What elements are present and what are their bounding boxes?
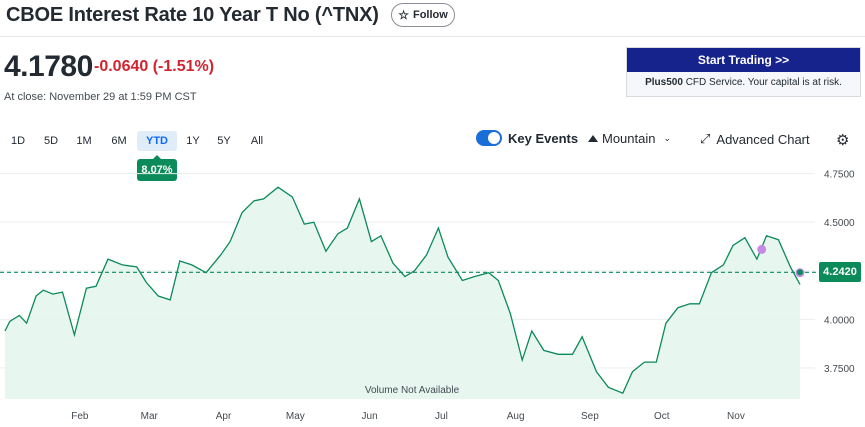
- chevron-down-icon: ⌄: [663, 133, 672, 143]
- x-tick-label: May: [286, 411, 305, 422]
- event-markers: [757, 244, 805, 278]
- price-change: -0.0640 (-1.51%): [94, 58, 215, 75]
- ad-brand: Plus500: [645, 77, 683, 88]
- x-tick-label: Aug: [507, 411, 525, 422]
- key-events-label: Key Events: [508, 131, 579, 146]
- range-tab-1y[interactable]: 1Y: [186, 135, 200, 147]
- x-axis-ticks: Feb Mar Apr May Jun Jul Aug Sep Oct Nov: [71, 411, 745, 422]
- range-tab-ytd[interactable]: YTD: [137, 131, 177, 151]
- start-trading-button[interactable]: Start Trading >>: [627, 48, 860, 72]
- range-tab-5d[interactable]: 5D: [43, 135, 59, 147]
- ad-banner[interactable]: Start Trading >> Plus500 CFD Service. Yo…: [626, 47, 861, 97]
- x-tick-label: Jun: [362, 411, 378, 422]
- y-tick-label: 3.7500: [824, 364, 855, 375]
- x-tick-label: Nov: [727, 411, 745, 422]
- header-divider: [0, 36, 865, 37]
- gear-icon[interactable]: ⚙: [836, 132, 850, 149]
- x-tick-label: Mar: [141, 411, 159, 422]
- y-tick-label: 4.5000: [824, 218, 855, 229]
- chart-area-fill: [5, 187, 800, 399]
- range-tab-1d[interactable]: 1D: [10, 135, 26, 147]
- volume-note: Volume Not Available: [365, 385, 460, 396]
- ytd-change-badge: 8.07%: [137, 155, 177, 181]
- x-tick-label: Apr: [216, 411, 232, 422]
- page-title: CBOE Interest Rate 10 Year T No (^TNX): [6, 4, 379, 26]
- y-tick-label: 4.7500: [824, 170, 855, 181]
- ad-disclaimer-text: CFD Service. Your capital is at risk.: [682, 77, 842, 88]
- x-tick-label: Oct: [654, 411, 670, 422]
- expand-icon: ⤢: [700, 131, 711, 146]
- x-tick-label: Feb: [71, 411, 89, 422]
- advanced-chart-button[interactable]: ⤢ Advanced Chart: [700, 131, 810, 147]
- key-events-toggle[interactable]: [476, 130, 502, 146]
- chart-series-line: [4, 186, 801, 395]
- range-tab-all[interactable]: All: [250, 135, 264, 147]
- range-tab-6m[interactable]: 6M: [111, 135, 127, 147]
- follow-button[interactable]: ☆ Follow: [391, 3, 455, 27]
- range-tab-5y[interactable]: 5Y: [217, 135, 231, 147]
- chart-type-dropdown[interactable]: Mountain ⌄: [588, 131, 671, 146]
- range-tab-1m[interactable]: 1M: [76, 135, 92, 147]
- event-marker[interactable]: [757, 244, 767, 254]
- toggle-knob: [488, 132, 500, 144]
- close-timestamp: At close: November 29 at 1:59 PM CST: [4, 91, 197, 103]
- price-value: 4.1780: [4, 50, 93, 83]
- x-tick-label: Jul: [435, 411, 448, 422]
- mountain-icon: [588, 135, 598, 142]
- advanced-chart-label: Advanced Chart: [716, 131, 810, 147]
- chart-type-label: Mountain: [602, 131, 656, 146]
- follow-label: Follow: [412, 9, 448, 21]
- star-icon: ☆: [398, 8, 409, 22]
- reference-price-tag: 4.2420: [819, 262, 861, 283]
- ad-disclaimer: Plus500 CFD Service. Your capital is at …: [627, 77, 860, 88]
- y-tick-label: 4.0000: [824, 315, 855, 326]
- last-price-dot: [797, 269, 803, 276]
- x-tick-label: Sep: [581, 411, 599, 422]
